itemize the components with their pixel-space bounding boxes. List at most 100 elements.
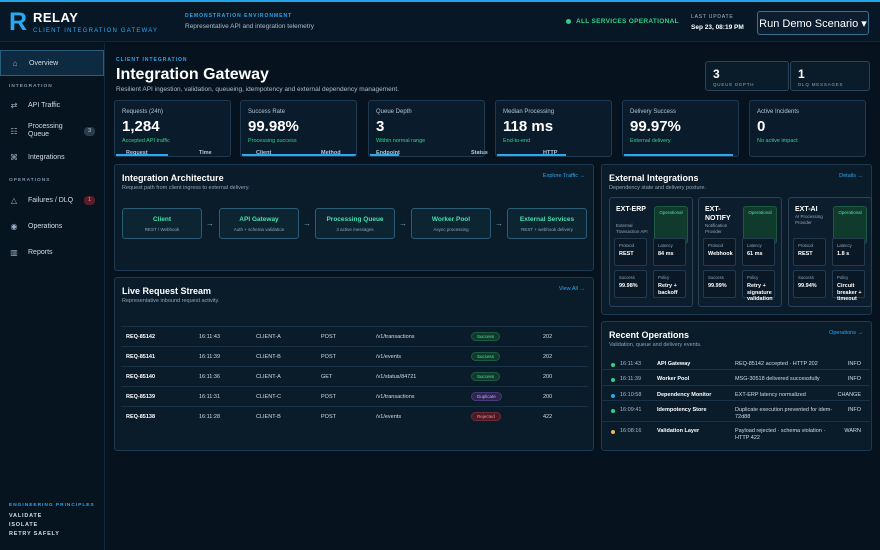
status-badge: Success <box>471 372 501 381</box>
status-badge: Success <box>471 352 501 361</box>
integration-name: EXT-NOTIFY <box>705 206 731 222</box>
stat-label: Protocol <box>619 243 635 248</box>
integration-stat-success: Success 99.99% <box>703 270 736 298</box>
app-subtitle: CLIENT INTEGRATION GATEWAY <box>33 28 159 34</box>
top-accent-line <box>0 0 880 2</box>
table-cell-client: CLIENT-A <box>256 374 281 380</box>
operation-row[interactable]: 16:11:43 API Gateway REQ-85142 accepted · … <box>602 355 870 375</box>
status-dot-icon <box>611 378 615 382</box>
sidebar-item-failures-dlq[interactable]: △ Failures / DLQ 1 <box>0 187 104 213</box>
table-row[interactable]: REQ-85142 16:11:43 CLIENT-A POST/v1/transac… <box>121 326 588 346</box>
operation-source: API Gateway <box>657 361 691 367</box>
stat-value: 99.99% <box>708 283 727 289</box>
status-dot-icon <box>611 394 615 398</box>
panel-subtitle: Representative inbound request activity. <box>122 298 220 304</box>
operation-time: 16:11:43 <box>620 361 642 367</box>
app-name: RELAY <box>33 10 79 25</box>
table-cell-http: 422 <box>543 414 553 420</box>
dlq-summary: 1 DLQ MESSAGES <box>790 61 870 91</box>
table-cell-request: REQ-85139 <box>126 394 156 400</box>
sidebar-section-integration: INTEGRATION <box>9 84 53 89</box>
status-dot-icon <box>611 409 615 413</box>
operation-message: EXT-ERP latency normalized <box>735 392 806 398</box>
sidebar-item-operations[interactable]: ◉ Operations <box>0 213 104 239</box>
stat-label: Success <box>619 275 635 280</box>
kpi-caption: Accepted API traffic <box>122 138 170 144</box>
table-row[interactable]: REQ-85139 16:11:31 CLIENT-C POST/v1/transac… <box>121 386 588 406</box>
integration-card[interactable]: EXT-ERP External Transaction API Operation… <box>609 197 693 307</box>
integration-card[interactable]: EXT-NOTIFY Notification Provider Operation… <box>698 197 782 307</box>
integration-stat-policy: Policy Retry + signature validation <box>742 270 775 302</box>
sidebar-item-integrations[interactable]: ⌘ Integrations <box>0 144 104 170</box>
operation-row[interactable]: 16:11:39 Worker Pool MSG-30518 delivered s… <box>602 369 870 389</box>
status-badge: Success <box>471 332 501 341</box>
explore-traffic-link[interactable]: Explore Traffic → <box>542 173 585 179</box>
table-cell-endpoint: /v1/transactions <box>376 394 415 400</box>
details-link[interactable]: Details → <box>839 173 863 179</box>
run-demo-scenario-button[interactable]: Run Demo Scenario ▾ <box>757 11 869 35</box>
architecture-node-name: API Gateway <box>239 216 279 223</box>
operation-level: WARN <box>844 428 861 434</box>
stat-label: Protocol <box>798 243 814 248</box>
operation-source: Validation Layer <box>657 428 700 434</box>
sidebar-item-api-traffic[interactable]: ⇄ API Traffic <box>0 92 104 118</box>
kpi-caption: Processing success <box>248 138 297 144</box>
table-cell-time: 16:11:39 <box>199 354 221 360</box>
header: R RELAY CLIENT INTEGRATION GATEWAY DEMON… <box>0 2 880 42</box>
operations-icon: ◉ <box>10 221 18 231</box>
live-request-stream-panel: Live Request Stream Representative inbou… <box>114 277 594 451</box>
kpi-value: 3 <box>376 118 385 135</box>
operation-row[interactable]: 16:08:16 Validation Layer Payload rejected… <box>602 421 870 441</box>
page-subtitle: Resilient API ingestion, validation, que… <box>116 86 399 93</box>
operation-time: 16:11:39 <box>620 376 642 382</box>
operation-message: Payload rejected · schema violation · HT… <box>735 428 826 441</box>
integration-name: EXT-AI <box>795 206 818 213</box>
table-cell-time: 16:11:31 <box>199 394 221 400</box>
architecture-node: Client REST / Webhook <box>122 208 202 239</box>
table-cell-time: 16:11:43 <box>199 334 221 340</box>
arrows-exchange-icon: ⇄ <box>10 100 18 110</box>
operation-message: REQ-85142 accepted · HTTP 202 <box>735 361 818 367</box>
sidebar-item-label: API Traffic <box>28 101 61 109</box>
operation-row[interactable]: 16:10:58 Dependency Monitor EXT-ERP latenc… <box>602 385 870 405</box>
status-dot-icon <box>611 430 615 434</box>
kpi-caption: No active impact <box>757 138 798 144</box>
integration-desc: AI Processing Provider <box>795 214 823 225</box>
sidebar-item-label: Operations <box>28 222 63 230</box>
kpi-caption: Within normal range <box>376 138 426 144</box>
operations-link[interactable]: Operations → <box>829 330 863 336</box>
table-cell-request: REQ-85140 <box>126 374 156 380</box>
table-row[interactable]: REQ-85141 16:11:39 CLIENT-B POST/v1/events S… <box>121 346 588 366</box>
kpi-card: Queue Depth 3 Within normal range <box>368 100 485 157</box>
reports-icon: ▥ <box>10 247 18 257</box>
view-all-link[interactable]: View All → <box>558 286 585 292</box>
table-header-cell: Status <box>471 150 488 156</box>
stat-value: REST <box>619 251 634 257</box>
kpi-progress-bar <box>497 154 566 156</box>
sidebar-item-overview[interactable]: ⌂ Overview <box>0 50 104 76</box>
table-row[interactable]: REQ-85138 16:11:28 CLIENT-B POST/v1/events R… <box>121 406 588 426</box>
queue-depth-value: 3 <box>713 67 720 81</box>
home-icon: ⌂ <box>12 58 18 68</box>
operation-row[interactable]: 16:09:41 Idempotency Store Duplicate execu… <box>602 400 870 420</box>
kpi-label: Requests (24h) <box>122 109 164 115</box>
sidebar-item-label: Reports <box>28 248 53 256</box>
table-header-cell: Client <box>256 150 272 156</box>
integration-card[interactable]: EXT-AI AI Processing Provider Operational P… <box>788 197 872 307</box>
sidebar-item-reports[interactable]: ▥ Reports <box>0 239 104 265</box>
sidebar-item-processing-queue[interactable]: ☷ Processing Queue 3 <box>0 118 104 144</box>
table-row[interactable]: REQ-85140 16:11:36 CLIENT-A GET/v1/status/8… <box>121 366 588 386</box>
operation-time: 16:10:58 <box>620 392 642 398</box>
architecture-node-name: Worker Pool <box>431 216 471 223</box>
kpi-progress-bar <box>242 154 356 156</box>
stat-label: Latency <box>747 243 762 248</box>
panel-subtitle: Dependency state and delivery posture. <box>609 185 706 191</box>
operation-level: INFO <box>847 407 861 413</box>
integration-stat-policy: Policy Circuit breaker + timeout <box>832 270 865 302</box>
sidebar: ⌂ Overview INTEGRATION ⇄ API Traffic ☷ P… <box>0 43 105 550</box>
architecture-node-desc: 3 active messages <box>336 227 374 232</box>
architecture-node: External Services REST + webhook delivery <box>507 208 587 239</box>
operation-time: 16:08:16 <box>620 428 642 434</box>
sidebar-item-label: Failures / DLQ <box>28 196 74 204</box>
operation-level: INFO <box>847 361 861 367</box>
